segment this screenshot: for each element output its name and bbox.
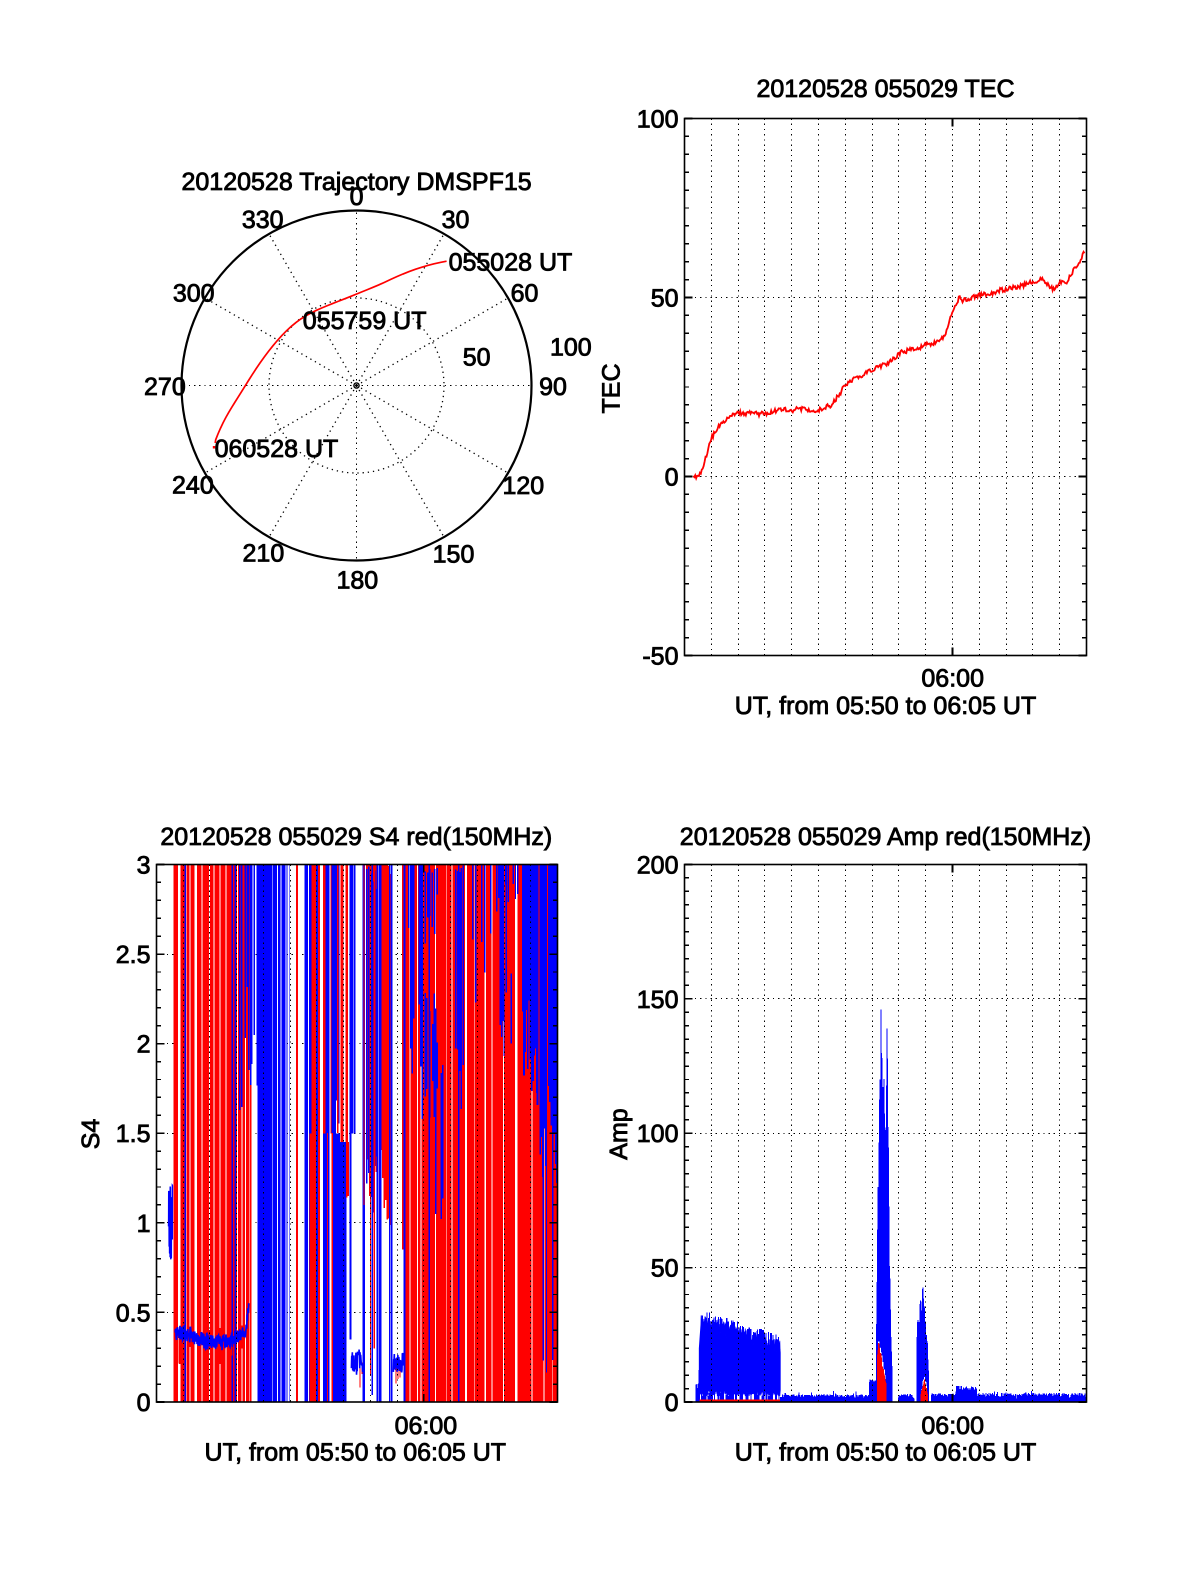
svg-text:150: 150 xyxy=(637,986,679,1014)
svg-text:055759 UT: 055759 UT xyxy=(303,307,427,335)
svg-text:270: 270 xyxy=(144,373,186,401)
svg-text:055028 UT: 055028 UT xyxy=(449,248,573,276)
svg-text:300: 300 xyxy=(173,280,215,308)
svg-text:100: 100 xyxy=(637,106,679,134)
svg-text:180: 180 xyxy=(336,566,378,594)
svg-text:1: 1 xyxy=(137,1210,151,1238)
svg-text:3: 3 xyxy=(137,852,151,880)
svg-text:20120528 055029 TEC: 20120528 055029 TEC xyxy=(756,75,1014,103)
svg-text:20120528 055029 S4 red(150MHz): 20120528 055029 S4 red(150MHz) xyxy=(160,823,552,851)
svg-text:-50: -50 xyxy=(642,643,678,671)
svg-text:50: 50 xyxy=(651,285,679,313)
svg-text:200: 200 xyxy=(637,852,679,880)
svg-text:20120528 055029 Amp red(150MHz: 20120528 055029 Amp red(150MHz) xyxy=(680,823,1091,851)
svg-text:Amp: Amp xyxy=(605,1108,633,1159)
svg-text:30: 30 xyxy=(442,206,470,234)
svg-text:0: 0 xyxy=(350,183,364,211)
svg-text:20120528 Trajectory DMSPF15: 20120528 Trajectory DMSPF15 xyxy=(182,168,532,196)
svg-text:2.5: 2.5 xyxy=(116,941,151,969)
svg-text:2: 2 xyxy=(137,1031,151,1059)
svg-text:S4: S4 xyxy=(77,1119,105,1150)
svg-text:06:00: 06:00 xyxy=(395,1412,458,1440)
svg-text:06:00: 06:00 xyxy=(921,1412,984,1440)
svg-text:90: 90 xyxy=(539,373,567,401)
svg-text:0: 0 xyxy=(137,1389,151,1417)
svg-text:100: 100 xyxy=(550,333,592,361)
svg-text:0: 0 xyxy=(665,1389,679,1417)
svg-text:120: 120 xyxy=(502,472,544,500)
svg-text:100: 100 xyxy=(637,1120,679,1148)
svg-text:50: 50 xyxy=(463,344,491,372)
svg-text:1.5: 1.5 xyxy=(116,1120,151,1148)
svg-text:UT, from 05:50 to 06:05 UT: UT, from 05:50 to 06:05 UT xyxy=(735,692,1037,720)
svg-text:060528 UT: 060528 UT xyxy=(215,435,339,463)
svg-text:06:00: 06:00 xyxy=(921,665,984,693)
svg-text:UT, from 05:50 to 06:05 UT: UT, from 05:50 to 06:05 UT xyxy=(735,1439,1037,1467)
svg-text:UT, from 05:50 to 06:05 UT: UT, from 05:50 to 06:05 UT xyxy=(205,1439,507,1467)
svg-text:330: 330 xyxy=(242,206,284,234)
svg-text:60: 60 xyxy=(511,280,539,308)
svg-text:0: 0 xyxy=(665,464,679,492)
svg-text:50: 50 xyxy=(651,1255,679,1283)
svg-text:TEC: TEC xyxy=(598,364,626,414)
svg-text:150: 150 xyxy=(433,540,475,568)
svg-text:210: 210 xyxy=(243,540,285,568)
svg-text:0.5: 0.5 xyxy=(116,1299,151,1327)
svg-text:240: 240 xyxy=(172,471,214,499)
